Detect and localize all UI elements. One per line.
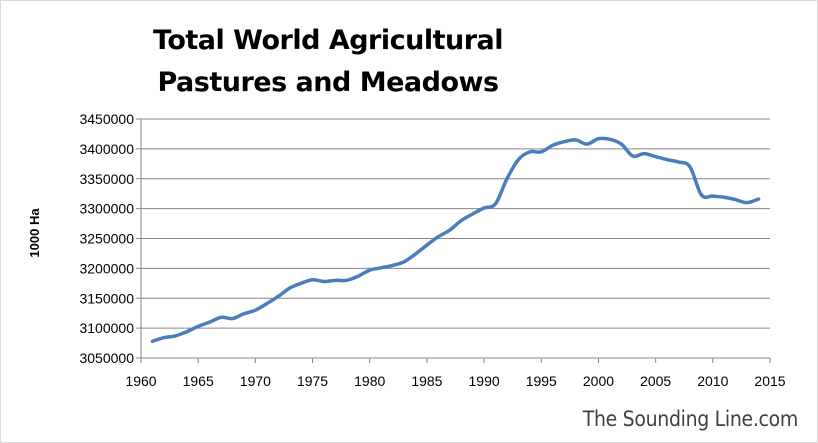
chart-title: Total World Agricultural Pastures and Me… xyxy=(152,25,504,98)
x-tick-label-2005: 2005 xyxy=(640,373,671,389)
y-tick-label-3300000: 3300000 xyxy=(79,201,134,217)
x-tick-label-2015: 2015 xyxy=(754,373,785,389)
x-tick-label-2010: 2010 xyxy=(697,373,728,389)
y-tick-label-3100000: 3100000 xyxy=(79,320,134,336)
y-tick-label-3150000: 3150000 xyxy=(79,290,134,306)
x-tick-label-1970: 1970 xyxy=(240,373,271,389)
x-tick-label-1985: 1985 xyxy=(411,373,442,389)
x-tick-label-1975: 1975 xyxy=(297,373,328,389)
y-tick-label-3200000: 3200000 xyxy=(79,260,134,276)
y-tick-label-3250000: 3250000 xyxy=(79,231,134,247)
x-tick-label-1995: 1995 xyxy=(526,373,557,389)
y-tick-label-3450000: 3450000 xyxy=(79,111,134,127)
x-tick-label-1980: 1980 xyxy=(354,373,385,389)
series-line-0 xyxy=(150,136,761,344)
watermark: The Sounding Line.com xyxy=(582,407,799,431)
y-tick-label-3350000: 3350000 xyxy=(79,171,134,187)
x-tick-label-1960: 1960 xyxy=(125,373,156,389)
x-tick-label-1990: 1990 xyxy=(469,373,500,389)
x-tick-label-1965: 1965 xyxy=(183,373,214,389)
y-tick-label-3400000: 3400000 xyxy=(79,141,134,157)
x-tick-label-2000: 2000 xyxy=(583,373,614,389)
y-tick-label-3050000: 3050000 xyxy=(79,350,134,366)
